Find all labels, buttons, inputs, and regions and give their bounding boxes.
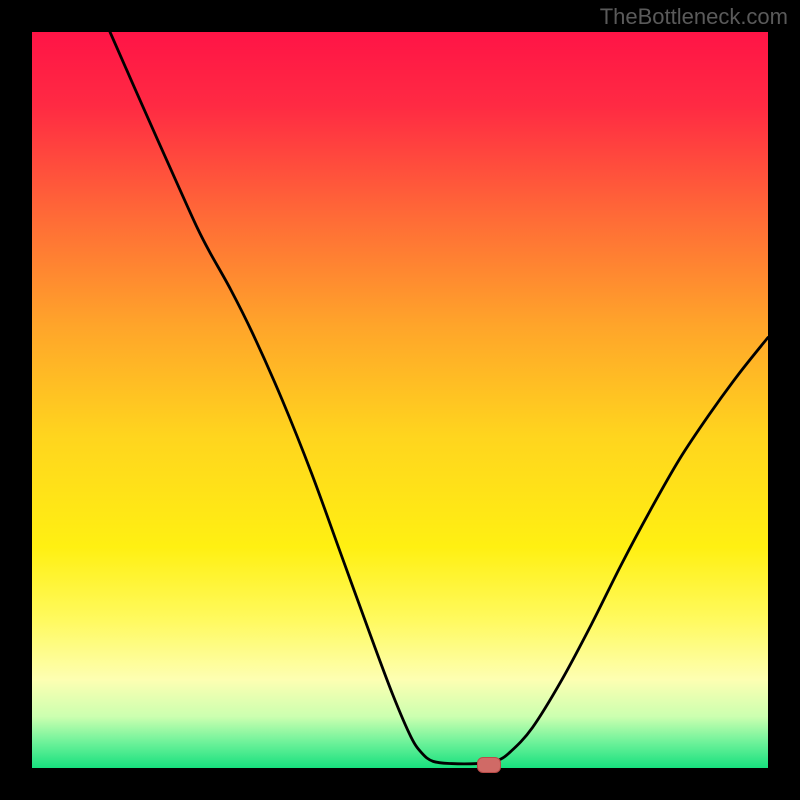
plot-area (32, 32, 768, 768)
bottleneck-curve (32, 32, 768, 768)
watermark-label: TheBottleneck.com (600, 4, 788, 29)
optimal-point-marker (477, 757, 501, 773)
curve-path (110, 32, 768, 764)
bottleneck-chart: TheBottleneck.com (0, 0, 800, 800)
watermark-text: TheBottleneck.com (600, 4, 788, 30)
